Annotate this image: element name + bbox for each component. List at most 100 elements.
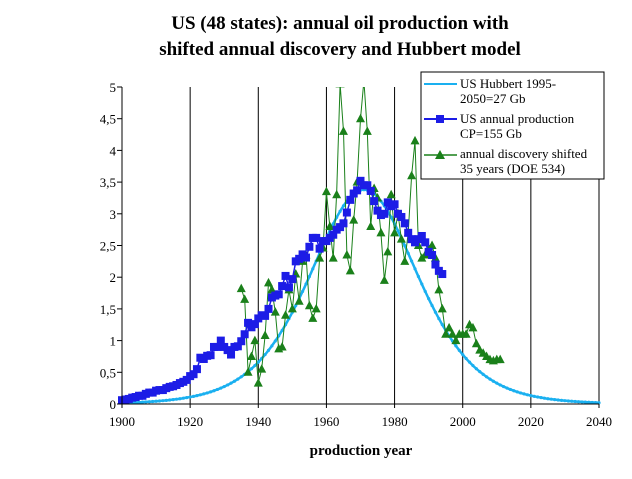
hubbert-point-2026	[549, 397, 553, 401]
y-tick-label-1: 0,5	[100, 365, 116, 380]
discovery-point-1960	[321, 186, 331, 196]
hubbert-point-2005	[478, 370, 482, 374]
hubbert-point-2009	[491, 379, 495, 383]
discovery-point-1968	[349, 215, 359, 224]
hubbert-point-2004	[474, 367, 478, 371]
hubbert-point-1942	[263, 352, 267, 357]
discovery-point-1976	[376, 227, 386, 237]
hubbert-point-2014	[508, 387, 513, 392]
hubbert-point-2033	[573, 399, 577, 404]
discovery-series	[236, 87, 505, 387]
hubbert-point-1983	[403, 244, 407, 248]
y-tick-label-8: 4	[110, 143, 117, 158]
hubbert-point-1999	[457, 348, 461, 352]
hubbert-point-2021	[532, 394, 536, 398]
production-point-1984	[404, 228, 413, 237]
legend-item-hubbert: US Hubbert 1995- 2050=27 Gb	[424, 76, 556, 106]
discovery-point-1956	[308, 313, 318, 322]
hubbert-point-2028	[556, 398, 560, 402]
chart-title-line-2: shifted annual discovery and Hubbert mod…	[159, 39, 521, 60]
production-point-1947	[278, 282, 287, 291]
production-point-1942	[261, 311, 270, 320]
production-point-1969	[353, 186, 362, 195]
production-point-1929	[216, 336, 225, 345]
production-point-1977	[380, 209, 389, 218]
discovery-point-1936	[240, 294, 250, 303]
discovery-point-1962	[328, 253, 338, 262]
hubbert-point-2037	[587, 400, 591, 404]
y-tick-labels: 0 0,5 1 1,5 2 2,5 3 3,5 4 4,5 5	[100, 80, 117, 412]
hubbert-point-1914	[168, 398, 172, 402]
hubbert-point-1991	[430, 303, 434, 308]
discovery-point-1944	[267, 284, 277, 294]
hubbert-point-1981	[396, 229, 400, 233]
hubbert-point-2001	[464, 356, 468, 361]
discovery-point-2011	[495, 354, 505, 364]
hubbert-point-1922	[195, 394, 199, 398]
discovery-point-1952	[294, 296, 304, 305]
legend-item-production: US annual production CP=155 Gb	[424, 111, 575, 141]
hubbert-point-2018	[522, 392, 526, 396]
production-point-1939	[250, 320, 259, 329]
hubbert-point-2040	[597, 401, 601, 405]
hubbert-point-2011	[498, 383, 502, 387]
discovery-point-1982	[396, 234, 406, 243]
hubbert-point-1911	[157, 399, 162, 403]
y-tick-label-9: 4,5	[100, 112, 116, 127]
hubbert-point-1909	[151, 399, 155, 404]
hubbert-point-2016	[515, 390, 519, 394]
production-point-1988	[417, 231, 426, 240]
hubbert-point-1993	[437, 316, 441, 321]
hubbert-point-2007	[484, 375, 489, 379]
production-point-1937	[244, 318, 253, 327]
discovery-point-1980	[390, 227, 400, 237]
hubbert-point-2002	[467, 360, 472, 364]
discovery-point-1943	[264, 277, 274, 287]
hubbert-point-1935	[239, 375, 243, 379]
legend-box	[420, 71, 605, 180]
legend: US Hubbert 1995- 2050=27 Gb US annual pr…	[420, 71, 605, 180]
production-point-1950	[288, 275, 297, 284]
hubbert-point-1985	[410, 259, 414, 263]
production-point-1955	[305, 242, 314, 251]
hubbert-point-1932	[229, 381, 233, 385]
discovery-point-1996	[444, 322, 454, 332]
discovery-point-1942	[260, 330, 270, 340]
production-point-1926	[206, 351, 215, 360]
hubbert-point-1912	[161, 399, 165, 403]
production-point-1994	[438, 270, 447, 279]
hubbert-point-1926	[208, 390, 213, 394]
hubbert-point-1925	[205, 391, 209, 395]
discovery-point-1939	[250, 335, 260, 345]
hubbert-point-1944	[270, 344, 274, 348]
hubbert-point-1919	[185, 396, 189, 400]
gridlines	[189, 87, 600, 404]
hubbert-point-1953	[300, 289, 305, 294]
discovery-point-2003	[468, 322, 478, 332]
hubbert-point-1940	[256, 360, 260, 364]
production-point-1975	[373, 206, 382, 215]
legend-label-discovery-1: annual discovery shifted	[460, 146, 588, 161]
production-point-1965	[339, 219, 348, 228]
discovery-point-1979	[386, 189, 396, 199]
hubbert-point-2010	[495, 381, 499, 385]
hubbert-point-2025	[546, 397, 550, 401]
production-point-1991	[428, 251, 437, 260]
hubbert-point-2017	[519, 391, 523, 395]
production-point-1962	[329, 230, 338, 239]
hubbert-point-2008	[488, 377, 492, 381]
hubbert-point-2022	[536, 395, 540, 399]
discovery-point-1998	[451, 335, 461, 345]
hubbert-point-2029	[559, 398, 564, 402]
y-tick-label-2: 1	[110, 334, 117, 349]
hubbert-point-1927	[212, 389, 216, 393]
x-tick-labels: 1900 1920 1940 1960 1980 2000 2020 2040	[109, 414, 612, 429]
hubbert-point-2012	[502, 384, 506, 389]
discovery-point-1972	[362, 126, 372, 135]
hubbert-point-2020	[529, 394, 533, 398]
production-point-1936	[240, 330, 249, 339]
discovery-clipped	[236, 87, 505, 387]
hubbert-point-1934	[236, 377, 240, 381]
production-point-1973	[366, 186, 375, 195]
production-point-1972	[363, 181, 372, 190]
